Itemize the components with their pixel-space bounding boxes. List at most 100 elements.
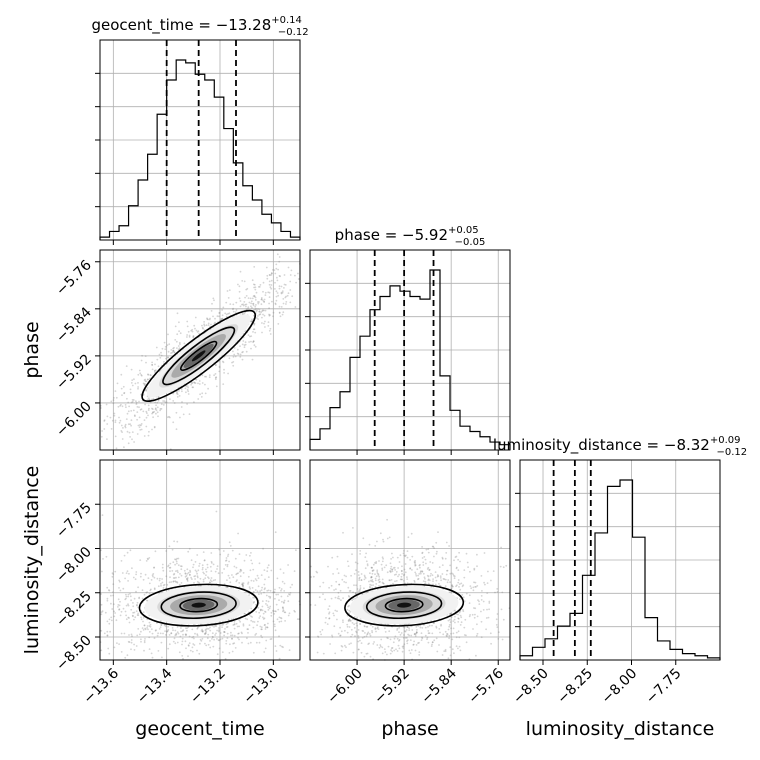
sample-point [143, 649, 145, 652]
sample-point [153, 637, 156, 640]
sample-point [191, 328, 194, 331]
sample-point [273, 613, 276, 615]
sample-point [124, 598, 127, 601]
sample-point [241, 583, 244, 586]
sample-point [254, 305, 257, 308]
sample-point [417, 625, 420, 627]
sample-point [129, 549, 132, 552]
sample-point [339, 634, 341, 637]
sample-point [266, 277, 269, 280]
sample-point [156, 577, 159, 580]
sample-point [143, 624, 146, 627]
sample-point [127, 580, 129, 582]
sample-point [254, 603, 257, 606]
sample-point [213, 626, 215, 628]
sample-point [395, 580, 398, 582]
sample-point [158, 579, 161, 582]
sample-point [471, 613, 474, 616]
sample-point [110, 594, 112, 597]
sample-point [110, 428, 113, 430]
sample-point [140, 423, 143, 425]
sample-point [427, 582, 430, 585]
sample-point [378, 585, 380, 587]
sample-point [285, 295, 287, 298]
sample-point [237, 353, 240, 355]
sample-point [266, 589, 269, 592]
sample-point [239, 356, 242, 358]
sample-point [263, 300, 265, 303]
sample-point [328, 605, 331, 607]
sample-point [218, 370, 221, 373]
sample-point [273, 591, 276, 594]
sample-point [496, 613, 499, 615]
sample-point [435, 541, 438, 544]
sample-point [127, 593, 130, 596]
sample-point [270, 287, 273, 290]
sample-point [465, 634, 467, 637]
sample-point [212, 297, 215, 300]
sample-point [157, 415, 159, 418]
sample-point [433, 555, 435, 558]
sample-point [182, 633, 184, 636]
sample-point [238, 290, 241, 293]
sample-point [151, 407, 153, 410]
sample-point [414, 633, 417, 636]
sample-point [255, 291, 258, 294]
sample-point [281, 291, 284, 294]
sample-point [414, 635, 417, 637]
sample-point [367, 631, 370, 634]
contour [180, 340, 218, 371]
sample-point [374, 545, 377, 547]
sample-point [271, 272, 273, 275]
sample-point [184, 572, 187, 575]
sample-point [184, 573, 187, 575]
sample-point [350, 642, 352, 645]
sample-point [376, 571, 379, 573]
sample-point [441, 556, 444, 559]
sample-point [164, 630, 167, 632]
contour [138, 583, 259, 627]
sample-point [178, 390, 180, 392]
sample-point [249, 335, 251, 338]
sample-point [366, 564, 369, 567]
sample-point [226, 626, 229, 628]
sample-point [111, 608, 114, 610]
sample-point [415, 632, 418, 635]
sample-point [151, 364, 154, 366]
sample-point [424, 577, 426, 580]
sample-point [249, 297, 252, 300]
sample-point [286, 595, 289, 598]
sample-point [202, 580, 205, 583]
sample-point [148, 407, 150, 410]
sample-point [116, 642, 118, 644]
sample-point [154, 629, 157, 632]
sample-point [172, 347, 175, 350]
sample-point [130, 648, 132, 651]
sample-point [361, 636, 364, 639]
sample-point [175, 560, 178, 563]
sample-point [243, 344, 246, 347]
sample-point [163, 400, 166, 402]
sample-point [128, 634, 130, 636]
sample-point [282, 302, 285, 305]
sample-point [120, 560, 123, 562]
sample-point [348, 618, 351, 620]
sample-point [437, 575, 440, 577]
sample-point [365, 552, 367, 555]
sample-point [232, 361, 235, 363]
sample-point [165, 634, 167, 636]
sample-point [296, 618, 299, 620]
sample-point [370, 566, 373, 569]
sample-point [241, 313, 244, 315]
sample-point [389, 567, 392, 570]
sample-point [167, 625, 170, 628]
sample-point [206, 566, 209, 569]
sample-point [426, 574, 429, 577]
sample-point [241, 632, 243, 635]
sample-point [150, 579, 153, 581]
sample-point [354, 635, 356, 638]
sample-point [222, 623, 225, 626]
sample-point [144, 573, 147, 576]
sample-point [138, 633, 141, 636]
sample-point [170, 632, 173, 635]
